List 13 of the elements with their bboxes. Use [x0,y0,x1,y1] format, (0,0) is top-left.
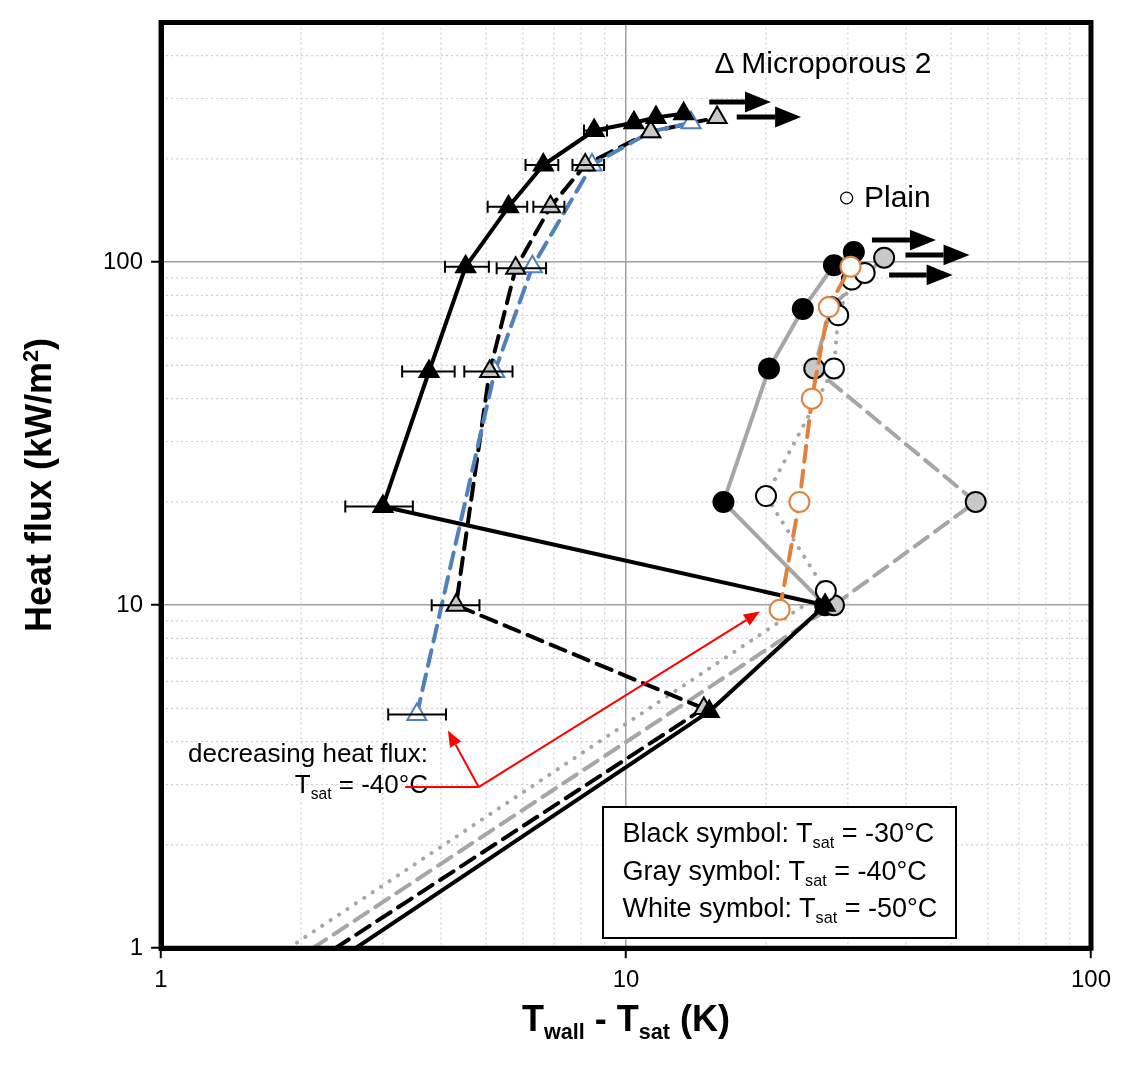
y-tick-label: 100 [103,246,144,274]
annotation: decreasing heat flux: T$_{sat}$ = -40°C [187,738,428,805]
annotation: Δ Microporous 2 [714,44,932,81]
annotation: Black symbol: T$_{sat}$ = -30°C [622,817,936,854]
x-tick-label: 1 [154,965,168,993]
annotation: Gray symbol: T$_{sat}$ = -40°C [622,854,928,892]
annotation: ○ Plain [837,178,931,215]
x-axis-title: T$_{wall}$ - T$_{sat}$ (K) [522,998,731,1046]
annotation: White symbol: T$_{sat}$ = -50°C [622,892,938,929]
y-tick-label: 10 [116,589,144,617]
x-tick-label: 100 [1070,965,1112,993]
x-tick-label: 10 [612,965,640,993]
y-tick-label: 1 [129,932,144,960]
